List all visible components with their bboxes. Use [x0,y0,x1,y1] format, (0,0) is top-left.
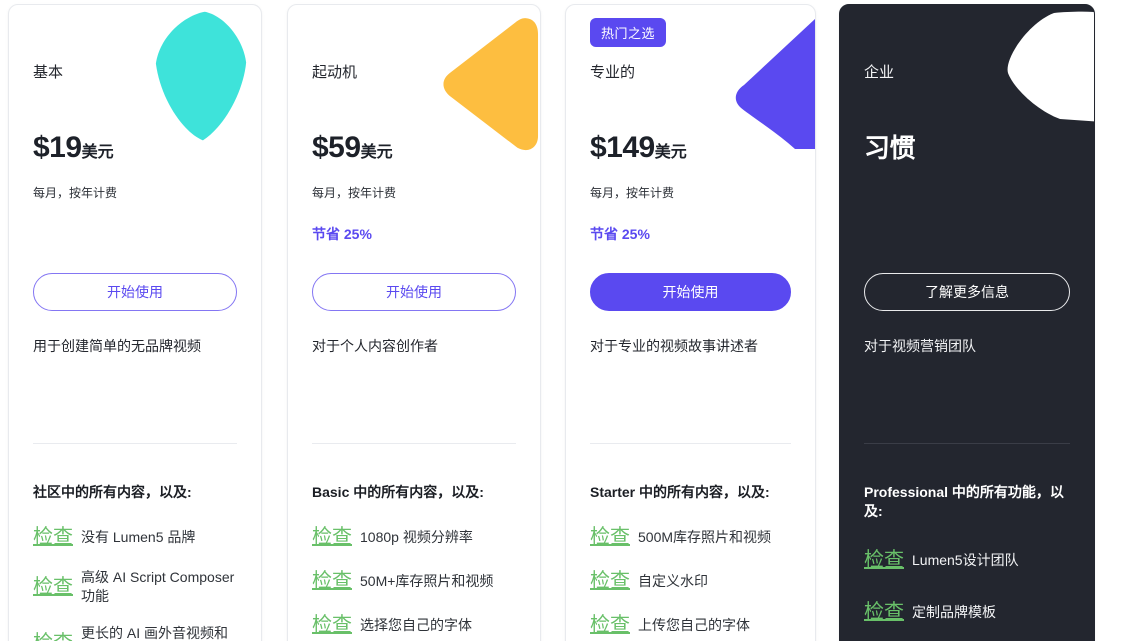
feature-label: Lumen5设计团队 [912,551,1019,568]
plan-name: 企业 [864,64,895,81]
learn-more-button[interactable]: 了解更多信息 [864,273,1070,311]
price-currency: 美元 [81,144,114,161]
check-icon: 检查 [590,614,630,636]
plan-description: 对于视频营销团队 [864,338,976,354]
divider [864,443,1070,444]
price-value: 习惯 [864,133,916,163]
price-currency: 美元 [654,144,687,161]
feature-list: 检查 1080p 视频分辨率 检查 50M+库存照片和视频 检查 选择您自己的字… [312,524,516,638]
check-icon: 检查 [590,526,630,548]
feature-label: 自定义水印 [638,572,708,589]
popular-badge: 热门之选 [590,18,667,47]
feature-item: 检查 1080p 视频分辨率 [312,524,516,550]
feature-item: 检查 Lumen5设计团队 [864,547,1070,573]
feature-item: 检查 自定义水印 [590,568,791,594]
feature-item: 检查 500M库存照片和视频 [590,524,791,550]
check-icon: 检查 [312,570,352,592]
divider [312,443,516,444]
feature-item: 检查 50M+库存照片和视频 [312,568,516,594]
get-started-button[interactable]: 开始使用 [590,273,791,311]
feature-label: 500M库存照片和视频 [638,528,772,545]
feature-label: 没有 Lumen5 品牌 [81,528,196,545]
price-row: $19美元 [33,131,237,170]
check-icon: 检查 [864,549,904,571]
plan-description: 对于个人内容创作者 [312,338,438,354]
feature-label: 选择您自己的字体 [360,616,472,633]
feature-label: 1080p 视频分辨率 [360,528,473,545]
billing-note: 每月，按年计费 [590,186,675,200]
feature-list: 检查 没有 Lumen5 品牌 检查 高级 AI Script Composer… [33,524,237,641]
plan-card-basic: 基本 $19美元 每月，按年计费 开始使用 用于创建简单的无品牌视频 社区中的所… [8,4,262,641]
feature-label: 50M+库存照片和视频 [360,572,494,589]
plan-description: 对于专业的视频故事讲述者 [590,338,758,354]
save-note: 节省 25% [312,226,372,242]
feature-item: 检查 更长的 AI 画外音视频和更 [33,624,237,641]
save-note [33,224,237,244]
billing-note: 每月，按年计费 [312,186,397,200]
feature-list: 检查 Lumen5设计团队 检查 定制品牌模板 检查 [864,547,1070,641]
check-icon: 检查 [312,614,352,636]
features-header: 社区中的所有内容，以及: [33,484,192,500]
features-header: Starter 中的所有内容，以及: [590,484,770,500]
plan-description: 用于创建简单的无品牌视频 [33,338,201,354]
get-started-button[interactable]: 开始使用 [312,273,516,311]
check-icon: 检查 [312,526,352,548]
price-currency: 美元 [360,144,393,161]
check-icon: 检查 [33,526,73,548]
feature-label: 更长的 AI 画外音视频和更 [81,625,229,641]
billing-note [864,184,1070,200]
feature-label: 高级 AI Script Composer 功能 [81,569,235,604]
features-header: Basic 中的所有内容，以及: [312,484,484,500]
feature-item: 检查 高级 AI Script Composer 功能 [33,568,237,606]
save-note: 节省 25% [590,226,650,242]
feature-label: 上传您自己的字体 [638,616,750,633]
feature-item: 检查 没有 Lumen5 品牌 [33,524,237,550]
price-value: $19 [33,131,82,164]
check-icon: 检查 [590,570,630,592]
price-value: $59 [312,131,361,164]
billing-note: 每月，按年计费 [33,186,118,200]
plan-name: 专业的 [590,64,636,81]
plan-name: 基本 [33,64,64,81]
price-row: 习惯 [864,131,1070,170]
price-value: $149 [590,131,655,164]
feature-item: 检查 上传您自己的字体 [590,612,791,638]
plan-card-starter: 起动机 $59美元 每月，按年计费 节省 25% 开始使用 对于个人内容创作者 … [287,4,541,641]
divider [33,443,237,444]
feature-item: 检查 选择您自己的字体 [312,612,516,638]
plan-name: 起动机 [312,64,358,81]
plan-card-enterprise: 企业 习惯 了解更多信息 对于视频营销团队 Professional 中的所有功… [839,4,1095,641]
feature-list: 检查 500M库存照片和视频 检查 自定义水印 检查 上传您自己的字体 [590,524,791,638]
check-icon: 检查 [33,576,73,598]
check-icon: 检查 [864,601,904,623]
divider [590,443,791,444]
plan-card-professional: 热门之选 专业的 $149美元 每月，按年计费 节省 25% 开始使用 对于专业… [565,4,816,641]
check-icon: 检查 [33,630,73,641]
price-row: $149美元 [590,131,791,170]
feature-item: 检查 定制品牌模板 [864,599,1070,625]
get-started-button[interactable]: 开始使用 [33,273,237,311]
price-row: $59美元 [312,131,516,170]
save-note [864,224,1070,244]
feature-label: 定制品牌模板 [912,603,996,620]
features-header: Professional 中的所有功能，以及: [864,484,1064,519]
